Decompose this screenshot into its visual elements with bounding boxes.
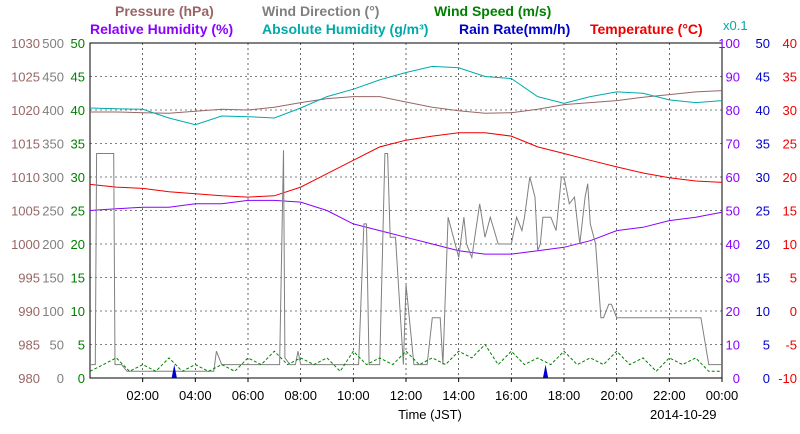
legend-pressure: Pressure (hPa) — [115, 3, 214, 19]
temperature-tick-label: -10 — [778, 371, 797, 386]
pressure-tick-label: 1020 — [11, 103, 40, 118]
relative-humidity-series — [89, 199, 723, 255]
plot-area: 9809859909951000100510101015102010251030… — [11, 36, 797, 403]
pressure-tick-label: 1000 — [11, 237, 40, 252]
pressure-tick-label: 980 — [18, 371, 40, 386]
pressure-hpa-series — [90, 90, 723, 114]
humidity-tick-label: 0 — [733, 371, 740, 386]
x-tick-label: 10:00 — [337, 388, 370, 403]
humidity-tick-label: 20 — [726, 304, 740, 319]
wind-direction-tick-label: 450 — [42, 70, 64, 85]
wind-direction-tick-label: 200 — [42, 237, 64, 252]
temperature-tick-label: 15 — [783, 204, 797, 219]
rain-rate-tick-label: 15 — [756, 271, 770, 286]
wind-speed-m-s-series — [89, 343, 722, 373]
wind-direction-tick-label: 350 — [42, 137, 64, 152]
x-tick-label: 14:00 — [442, 388, 475, 403]
pressure-tick-label: 985 — [18, 338, 40, 353]
legend-abs-humidity-scale: x0.1 — [723, 18, 748, 33]
humidity-tick-label: 100 — [718, 36, 740, 51]
rain-rate-tick-label: 5 — [763, 338, 770, 353]
rain-rate-spike — [542, 364, 549, 378]
legend-absolute-humidity: Absolute Humidity (g/m³) — [262, 21, 428, 37]
pressure-tick-label: 1005 — [11, 204, 40, 219]
wind-speed-tick-label: 15 — [71, 271, 85, 286]
humidity-tick-label: 10 — [726, 338, 740, 353]
wind-speed-tick-label: 25 — [71, 204, 85, 219]
legend-wind-direction: Wind Direction (°) — [262, 3, 379, 19]
wind-speed-tick-label: 45 — [71, 70, 85, 85]
wind-speed-tick-label: 40 — [71, 103, 85, 118]
humidity-tick-label: 70 — [726, 137, 740, 152]
humidity-tick-label: 80 — [726, 103, 740, 118]
x-tick-label: 06:00 — [232, 388, 265, 403]
rain-rate-tick-label: 45 — [756, 70, 770, 85]
wind-direction-tick-label: 500 — [42, 36, 64, 51]
humidity-tick-label: 60 — [726, 170, 740, 185]
temperature-c-series — [89, 132, 723, 198]
temperature-tick-label: 10 — [783, 237, 797, 252]
legend-wind-speed: Wind Speed (m/s) — [434, 3, 551, 19]
wind-direction-tick-label: 0 — [57, 371, 64, 386]
wind-speed-tick-label: 10 — [71, 304, 85, 319]
temperature-tick-label: 0 — [790, 304, 797, 319]
wind-speed-tick-label: 5 — [78, 338, 85, 353]
rain-rate-tick-label: 10 — [756, 304, 770, 319]
wind-direction-tick-label: 50 — [50, 338, 64, 353]
temperature-tick-label: 20 — [783, 170, 797, 185]
x-tick-label: 16:00 — [495, 388, 528, 403]
wind-direction-tick-label: 100 — [42, 304, 64, 319]
temperature-tick-label: 25 — [783, 137, 797, 152]
absolute-humidity-g-m-series — [89, 65, 723, 126]
wind-speed-tick-label: 50 — [71, 36, 85, 51]
humidity-tick-label: 40 — [726, 237, 740, 252]
legend-rain-rate: Rain Rate(mm/h) — [459, 21, 570, 37]
date-label: 2014-10-29 — [650, 407, 717, 422]
x-tick-label: 18:00 — [548, 388, 581, 403]
x-tick-label: 00:00 — [706, 388, 739, 403]
wind-speed-tick-label: 30 — [71, 170, 85, 185]
x-tick-label: 08:00 — [284, 388, 317, 403]
wind-direction-tick-label: 400 — [42, 103, 64, 118]
legend-temperature: Temperature (°C) — [590, 21, 703, 37]
pressure-tick-label: 995 — [18, 271, 40, 286]
x-tick-label: 20:00 — [600, 388, 633, 403]
pressure-tick-label: 1025 — [11, 70, 40, 85]
wind-direction-tick-label: 150 — [42, 271, 64, 286]
rain-rate-tick-label: 0 — [763, 371, 770, 386]
pressure-tick-label: 1015 — [11, 137, 40, 152]
rain-rate-tick-label: 40 — [756, 103, 770, 118]
rain-rate-tick-label: 25 — [756, 204, 770, 219]
wind-speed-tick-label: 20 — [71, 237, 85, 252]
wind-direction-tick-label: 250 — [42, 204, 64, 219]
temperature-tick-label: 35 — [783, 70, 797, 85]
pressure-tick-label: 1010 — [11, 170, 40, 185]
x-tick-label: 12:00 — [390, 388, 423, 403]
rain-rate-tick-label: 30 — [756, 170, 770, 185]
temperature-tick-label: 30 — [783, 103, 797, 118]
humidity-tick-label: 90 — [726, 70, 740, 85]
x-tick-label: 02:00 — [126, 388, 159, 403]
rain-rate-tick-label: 35 — [756, 137, 770, 152]
x-tick-label: 04:00 — [179, 388, 212, 403]
rain-rate-tick-label: 50 — [756, 36, 770, 51]
humidity-tick-label: 30 — [726, 271, 740, 286]
humidity-tick-label: 50 — [726, 204, 740, 219]
wind-speed-tick-label: 0 — [78, 371, 85, 386]
pressure-tick-label: 990 — [18, 304, 40, 319]
wind-direction-tick-label: 300 — [42, 170, 64, 185]
wind-speed-tick-label: 35 — [71, 137, 85, 152]
temperature-tick-label: 5 — [790, 271, 797, 286]
rain-rate-spike — [171, 364, 177, 378]
wind-direction-series — [90, 150, 722, 372]
x-tick-label: 22:00 — [653, 388, 686, 403]
temperature-tick-label: -5 — [785, 338, 797, 353]
legend-relative-humidity: Relative Humidity (%) — [90, 21, 233, 37]
temperature-tick-label: 40 — [783, 36, 797, 51]
rain-rate-tick-label: 20 — [756, 237, 770, 252]
x-axis-label: Time (JST) — [398, 407, 462, 422]
pressure-tick-label: 1030 — [11, 36, 40, 51]
